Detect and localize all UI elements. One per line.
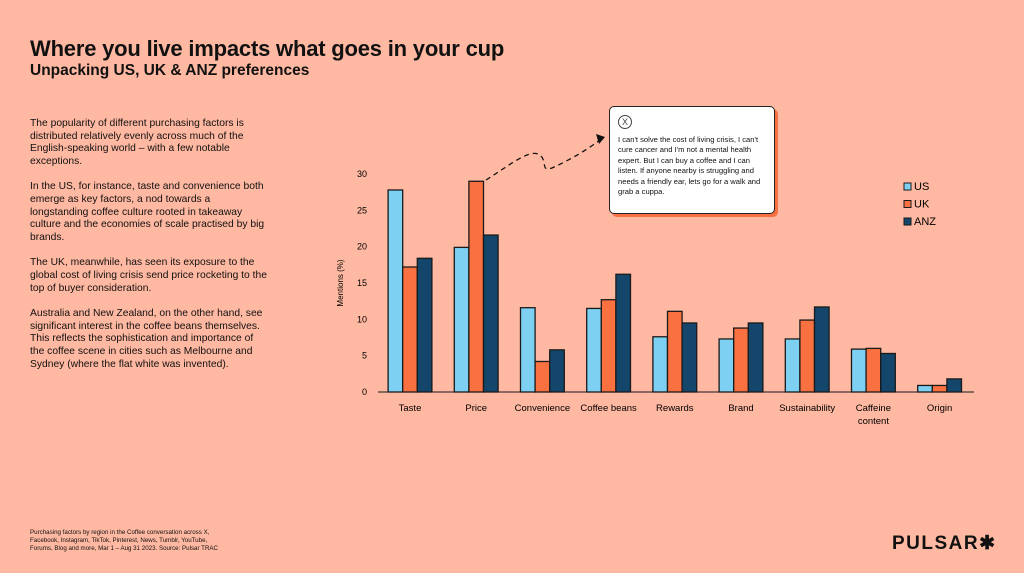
x-tick-label: Coffee beans	[580, 403, 637, 414]
x-logo-icon: X	[618, 115, 632, 129]
page-title: Where you live impacts what goes in your…	[30, 36, 505, 61]
bar-anz	[880, 352, 896, 393]
bar-uk	[600, 299, 617, 393]
bar-us	[387, 189, 404, 393]
bar-us	[784, 338, 801, 393]
bar-anz	[482, 234, 499, 393]
bar-uk	[666, 310, 683, 393]
paragraph: The UK, meanwhile, has seen its exposure…	[30, 257, 267, 294]
x-tick-label: Sustainability	[779, 403, 835, 414]
y-tick-label: 0	[362, 387, 367, 397]
y-tick-label: 5	[362, 351, 367, 361]
paragraph: Australia and New Zealand, on the other …	[30, 307, 263, 370]
bar-uk	[865, 347, 882, 393]
bar-us	[718, 338, 735, 393]
legend-swatch	[903, 217, 912, 226]
bar-uk	[799, 319, 816, 393]
x-tick-label: content	[858, 416, 890, 427]
paragraph: The popularity of different purchasing f…	[30, 118, 244, 168]
legend-label: US	[914, 181, 929, 193]
bar-anz	[946, 378, 963, 393]
bar-us	[586, 307, 602, 393]
source-footnote: Purchasing factors by region in the Coff…	[30, 529, 219, 552]
bar-anz	[813, 306, 830, 393]
bar-anz	[747, 322, 764, 393]
page-subtitle: Unpacking US, UK & ANZ preferences	[30, 62, 310, 79]
x-tick-label: Rewards	[656, 403, 694, 414]
bar-anz	[416, 257, 433, 393]
body-text: The popularity of different purchasing f…	[30, 118, 270, 384]
y-tick-label: 30	[357, 169, 367, 179]
y-tick-label: 25	[357, 205, 367, 215]
x-tick-label: Convenience	[515, 403, 570, 414]
arrow-connector	[485, 138, 602, 181]
bar-uk	[534, 360, 551, 393]
x-tick-label: Brand	[728, 403, 753, 414]
bar-anz	[549, 349, 565, 393]
bar-us	[917, 384, 933, 393]
y-tick-label: 10	[357, 314, 367, 324]
y-tick-label: 15	[357, 278, 367, 288]
legend-label: UK	[914, 199, 930, 211]
arrow-head-icon	[596, 134, 605, 144]
y-tick-label: 20	[357, 242, 367, 252]
legend-swatch	[903, 200, 912, 208]
bar-us	[850, 348, 867, 393]
paragraph: In the US, for instance, taste and conve…	[30, 181, 265, 244]
legend-swatch	[903, 182, 912, 191]
bar-anz	[615, 273, 632, 393]
bar-anz	[681, 322, 698, 393]
legend-label: ANZ	[914, 216, 936, 228]
bar-uk	[402, 266, 418, 393]
y-axis-label: Mentions (%)	[336, 259, 345, 306]
bar-us	[453, 246, 470, 393]
bar-us	[519, 307, 536, 393]
x-tick-label: Taste	[399, 403, 422, 414]
x-tick-label: Origin	[927, 403, 952, 414]
social-quote-card: X I can't solve the cost of living crisi…	[609, 106, 775, 214]
bar-uk	[468, 180, 485, 393]
bar-uk	[931, 384, 948, 393]
bar-uk	[733, 327, 749, 393]
quote-text: I can't solve the cost of living crisis,…	[618, 135, 761, 197]
bar-us	[652, 336, 669, 393]
x-tick-label: Price	[465, 403, 487, 414]
x-tick-label: Caffeine	[856, 403, 891, 414]
pulsar-logo: PULSAR✱	[892, 533, 997, 554]
